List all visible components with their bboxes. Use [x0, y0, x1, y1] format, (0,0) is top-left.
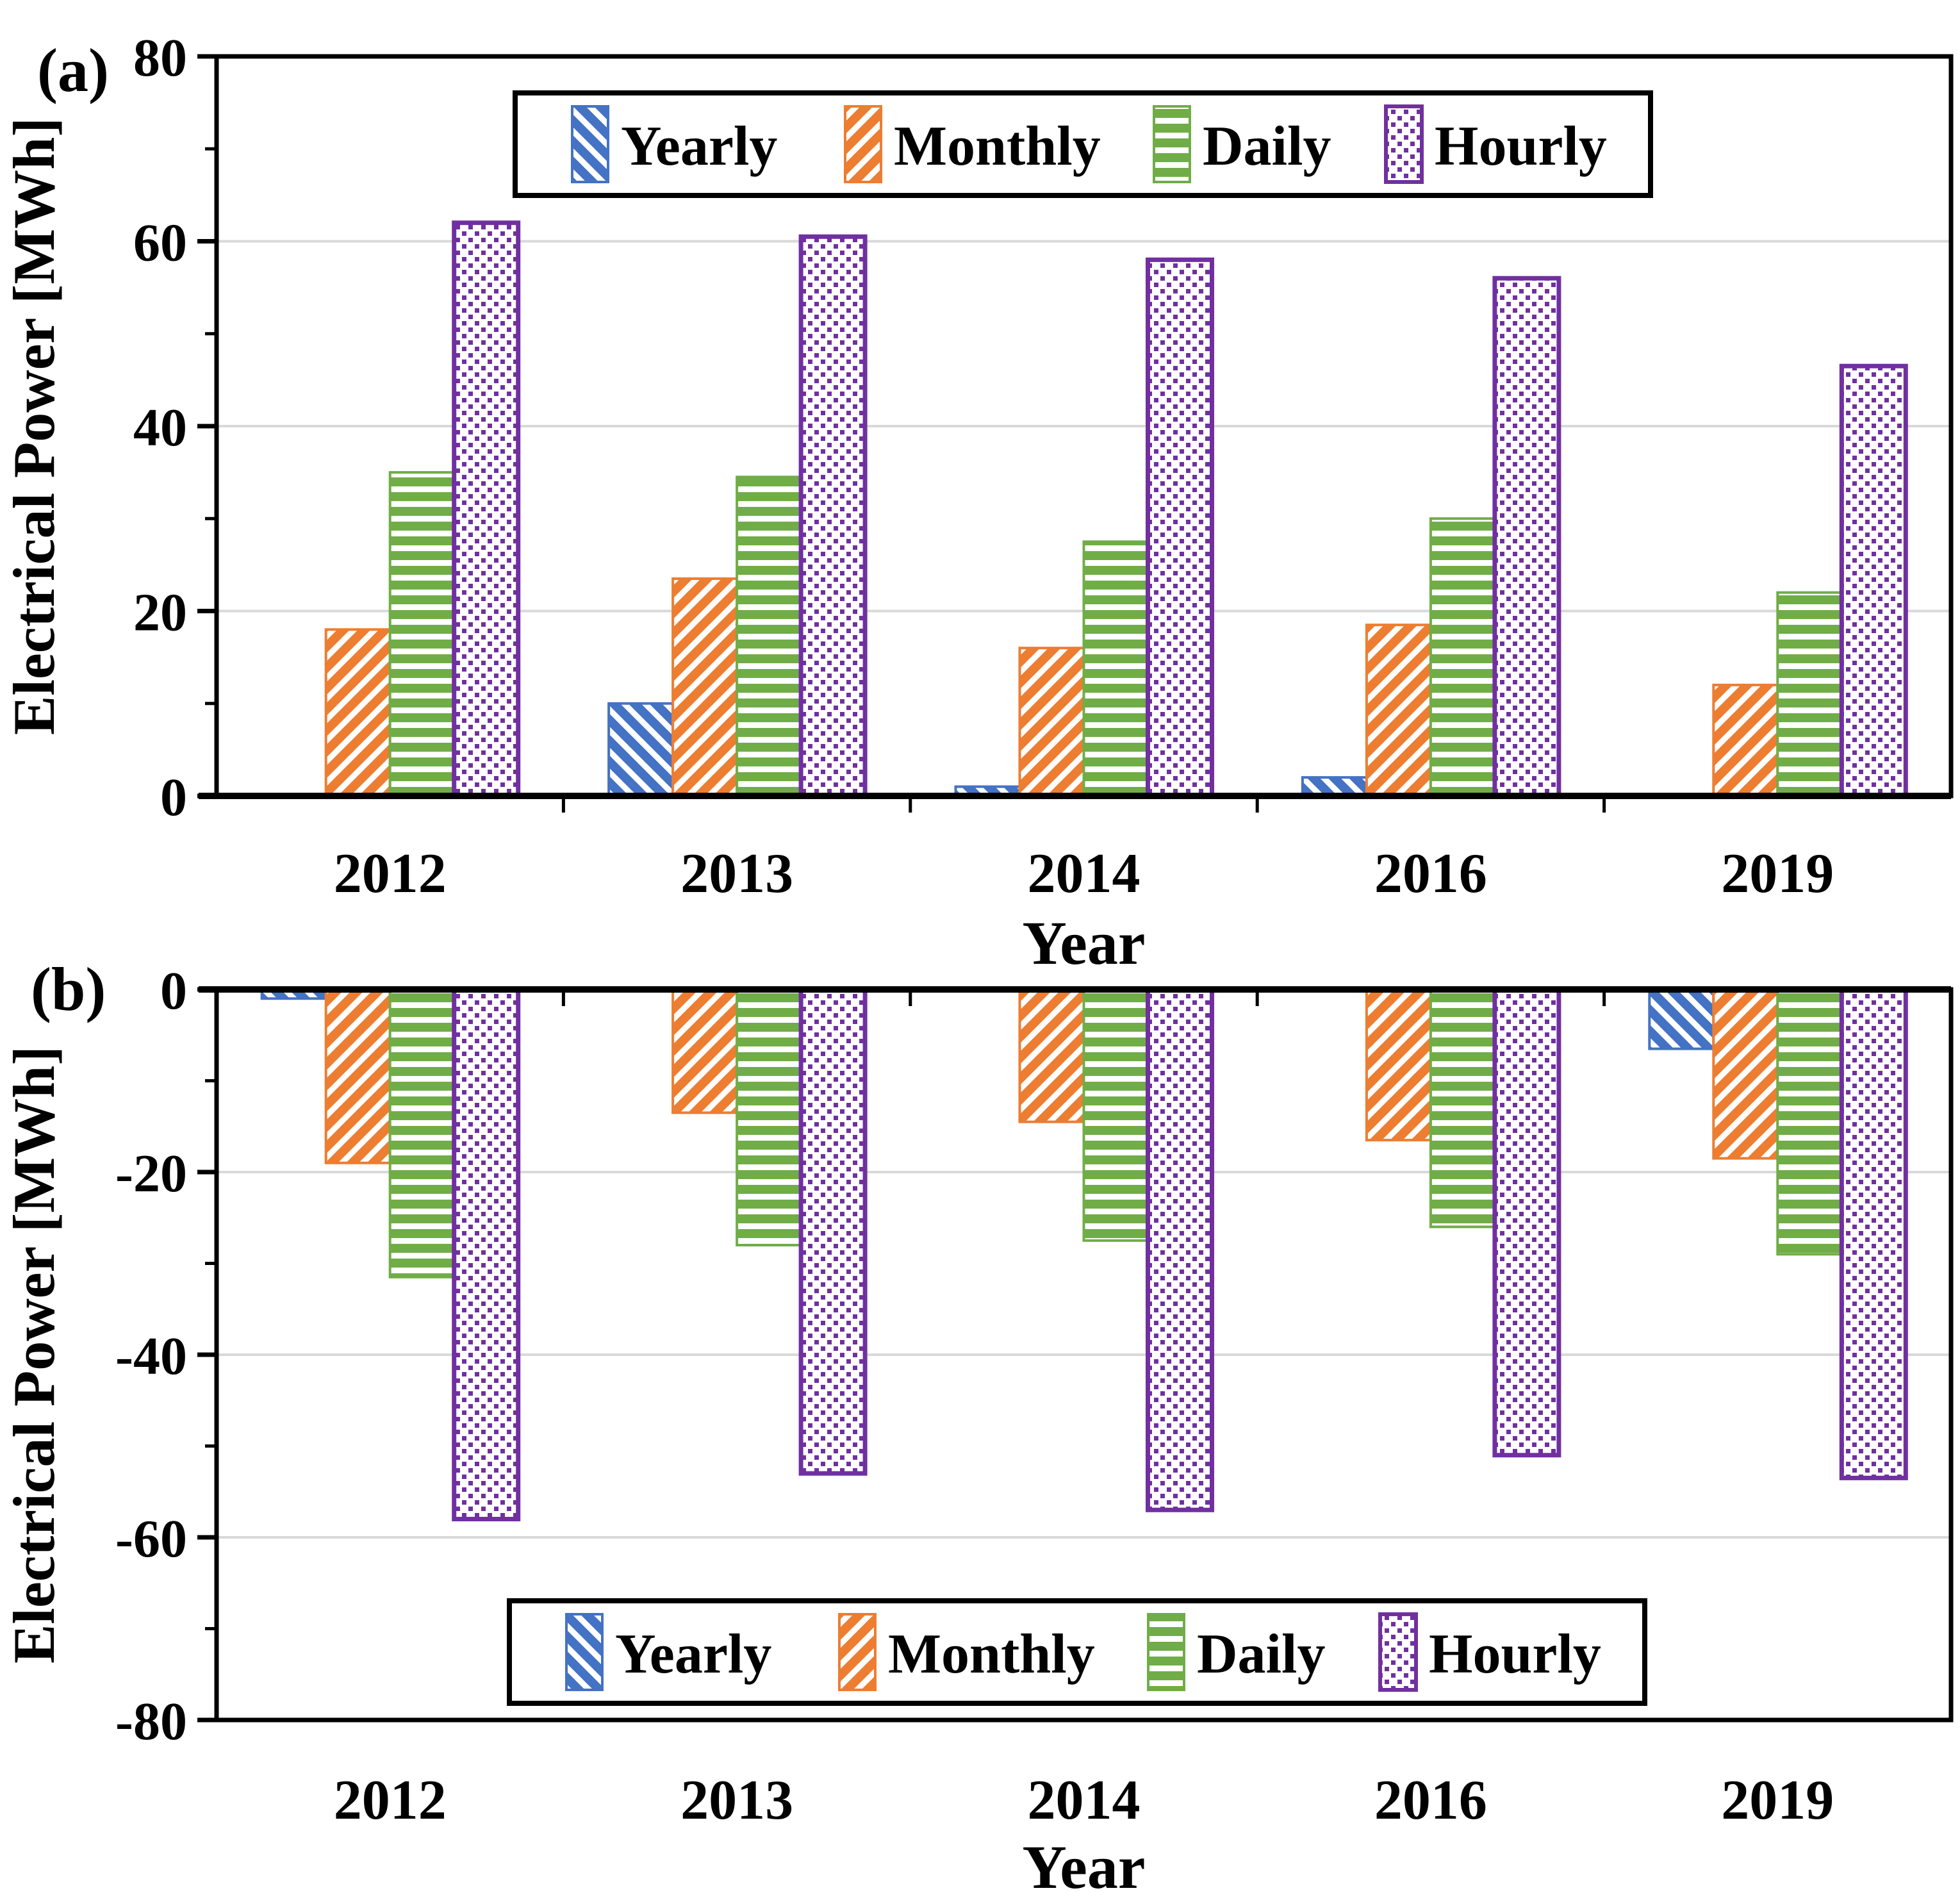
legend-b-box [507, 1598, 1647, 1706]
bar-b-2019-monthly [1712, 988, 1779, 1160]
bar-a-2013-yearly [607, 702, 675, 797]
bar-a-2014-daily [1082, 540, 1149, 797]
bar-a-2013-monthly [671, 577, 739, 797]
bar-b-2016-hourly [1492, 987, 1561, 1458]
bar-b-2016-monthly [1365, 988, 1432, 1142]
bar-b-2012-daily [388, 988, 456, 1278]
legend-a-label-yearly: Yearly [621, 115, 777, 178]
legend-a-swatch-monthly [844, 105, 882, 183]
panel-a: 0 20 40 60 80 2012 2013 2014 2016 2019 Year Electri… [1, 28, 1954, 977]
bar-b-2014-daily [1082, 988, 1149, 1242]
bar-a-2012-daily [388, 471, 456, 797]
bar-b-2016-daily [1429, 988, 1496, 1228]
bar-a-2013-daily [736, 475, 803, 798]
bar-a-2016-daily [1429, 517, 1496, 797]
bar-a-2012-hourly [452, 220, 521, 798]
y-tick-label-a-80: 80 [133, 28, 187, 88]
legend-b-swatch-daily [1147, 1613, 1185, 1691]
y-tick-label-a-0: 0 [160, 768, 187, 827]
x-category-label-a-2016: 2016 [1374, 843, 1487, 905]
x-axis-title-b: Year [1023, 1833, 1146, 1893]
y-tick-label-b--80: -80 [115, 1692, 187, 1751]
legend-a-label-daily: Daily [1203, 115, 1331, 178]
x-axis-title-a: Year [1023, 909, 1146, 977]
bar-b-2019-hourly [1839, 987, 1908, 1480]
legend-a-label-monthly: Monthly [894, 115, 1101, 178]
panel-a-label: (a) [37, 36, 109, 104]
bar-b-2013-monthly [671, 988, 739, 1114]
y-axis-title-a: Electrical Power [MWh] [1, 117, 67, 735]
bar-b-2014-monthly [1018, 988, 1085, 1123]
y-tick-label-b--20: -20 [115, 1144, 187, 1203]
bar-a-2019-daily [1776, 591, 1843, 798]
x-category-label-b-2019: 2019 [1721, 1769, 1834, 1831]
x-category-label-a-2019: 2019 [1721, 843, 1834, 905]
panel-b-label: (b) [31, 955, 106, 1023]
x-category-label-b-2013: 2013 [680, 1769, 793, 1831]
x-category-label-b-2014: 2014 [1028, 1769, 1141, 1831]
bar-b-2012-hourly [452, 987, 521, 1521]
x-category-label-a-2013: 2013 [680, 843, 793, 905]
legend-b-swatch-hourly [1378, 1612, 1418, 1692]
y-tick-label-a-60: 60 [133, 213, 187, 273]
bar-a-2019-monthly [1712, 683, 1779, 798]
y-tick-label-a-40: 40 [133, 398, 187, 458]
legend-b-swatch-yearly [565, 1613, 604, 1691]
bar-a-2016-monthly [1365, 624, 1432, 797]
legend-b-swatch-monthly [838, 1613, 877, 1691]
bar-a-2013-hourly [798, 234, 868, 798]
y-tick-label-b--60: -60 [115, 1509, 187, 1569]
legend-a-box [513, 90, 1653, 198]
y-tick-label-a-20: 20 [133, 583, 187, 643]
legend-b-label-monthly: Monthly [888, 1623, 1095, 1685]
bar-a-2014-hourly [1146, 257, 1214, 798]
legend-a-swatch-hourly [1384, 104, 1424, 184]
x-category-label-a-2014: 2014 [1028, 843, 1141, 905]
bar-b-2013-hourly [798, 987, 868, 1476]
legend-a-label-hourly: Hourly [1435, 115, 1607, 178]
bar-a-2012-monthly [324, 628, 391, 797]
bar-b-2019-yearly [1648, 988, 1715, 1050]
bar-b-2013-daily [736, 988, 803, 1246]
bar-b-2019-daily [1776, 988, 1843, 1256]
bar-b-2012-monthly [324, 988, 391, 1164]
legend-a-swatch-daily [1153, 105, 1191, 183]
legend-b-label-daily: Daily [1197, 1623, 1325, 1685]
bar-a-2014-monthly [1018, 647, 1085, 798]
legend-b-label-hourly: Hourly [1429, 1623, 1601, 1685]
x-category-label-b-2012: 2012 [334, 1769, 447, 1831]
y-tick-label-b-0: 0 [160, 961, 187, 1021]
bar-a-2016-hourly [1492, 276, 1561, 798]
legend-b-label-yearly: Yearly [615, 1623, 771, 1685]
panel-b: 0 -20 -40 -60 -80 2012 2013 2014 2016 2019 Year Ele… [1, 961, 1954, 1893]
y-tick-label-b--40: -40 [115, 1327, 187, 1386]
x-category-label-b-2016: 2016 [1374, 1769, 1487, 1831]
bar-b-2014-hourly [1146, 987, 1214, 1512]
y-axis-title-b: Electrical Power [MWh] [1, 1046, 67, 1664]
legend-a-swatch-yearly [571, 105, 609, 183]
bar-a-2019-hourly [1839, 363, 1908, 798]
x-category-label-a-2012: 2012 [334, 843, 447, 905]
